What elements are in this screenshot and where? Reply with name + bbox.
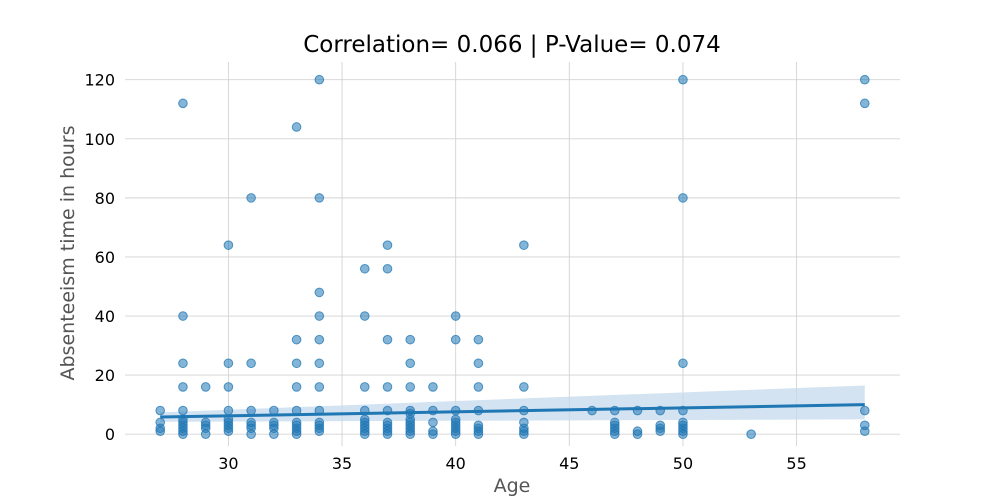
data-point [200,382,211,392]
data-point [223,426,234,437]
data-point [678,74,688,85]
data-point [678,193,688,203]
data-point [382,263,393,274]
x-axis-title: Age [494,475,531,497]
data-point [405,358,416,369]
data-point [678,429,688,439]
data-point [314,74,325,85]
data-point [359,311,370,321]
data-point [178,382,188,392]
data-point [155,405,166,416]
chart-title: Correlation= 0.066 | P-Value= 0.074 [303,32,721,58]
data-point [359,263,370,274]
x-tick-label: 40 [446,454,466,473]
y-tick-label: 100 [84,130,115,149]
data-point [291,429,302,439]
data-point [473,429,484,439]
data-point [859,74,870,85]
x-tick-label: 45 [559,454,579,473]
data-point [428,429,438,439]
data-point [178,358,188,369]
x-tick-label: 30 [218,454,238,473]
data-point [314,334,325,345]
data-point [473,382,484,392]
data-point [223,240,234,250]
data-point [609,429,620,439]
data-point [859,426,870,437]
data-point [519,382,529,392]
data-point [382,240,393,250]
data-point [473,358,484,369]
data-point [473,334,484,345]
data-point [632,429,643,439]
data-point [246,193,256,203]
data-point [178,98,188,109]
data-point [655,426,666,437]
data-point [246,405,256,416]
x-tick-label: 35 [332,454,352,473]
data-point [314,382,325,392]
data-point [405,334,416,345]
y-tick-label: 60 [95,248,115,267]
data-point [405,429,416,439]
data-point [859,405,870,416]
data-point [314,287,325,298]
data-point [428,382,438,392]
data-point [223,358,234,369]
data-point [405,382,416,392]
data-point [678,358,688,369]
data-point [246,429,256,439]
data-point [291,358,302,369]
grid [125,62,900,446]
data-point [859,98,870,109]
data-point [291,122,302,132]
y-tick-label: 20 [95,366,115,385]
x-tick-label: 50 [673,454,693,473]
data-point [314,193,325,203]
data-point [519,240,529,250]
data-point [746,429,756,439]
data-point [269,429,279,439]
data-point [246,358,256,369]
data-point [450,334,461,345]
data-point [450,429,461,439]
data-point [178,429,188,439]
y-tick-label: 40 [95,307,115,326]
data-point [314,426,325,437]
data-point [519,429,529,439]
regression-line [160,403,865,419]
data-point [155,426,166,437]
data-point [428,417,438,428]
x-tick-label: 55 [786,454,806,473]
data-point [359,429,370,439]
data-point [382,334,393,345]
y-tick-label: 0 [105,425,115,444]
y-tick-label: 120 [84,71,115,90]
data-point [178,311,188,321]
tick-labels: 30 35 40 45 50 55 0 20 40 60 80 100 120 [84,71,806,473]
data-point [314,311,325,321]
data-point [178,405,188,416]
data-point [382,429,393,439]
data-point [223,382,234,392]
data-point [359,382,370,392]
data-point [382,382,393,392]
y-tick-label: 80 [95,189,115,208]
data-point [291,334,302,345]
data-point [200,429,211,439]
regression-line-layer [160,403,865,419]
data-point [223,405,234,416]
y-axis-title: Absenteeism time in hours [57,126,79,381]
data-point [314,358,325,369]
data-point [450,311,461,321]
data-point [291,382,302,392]
